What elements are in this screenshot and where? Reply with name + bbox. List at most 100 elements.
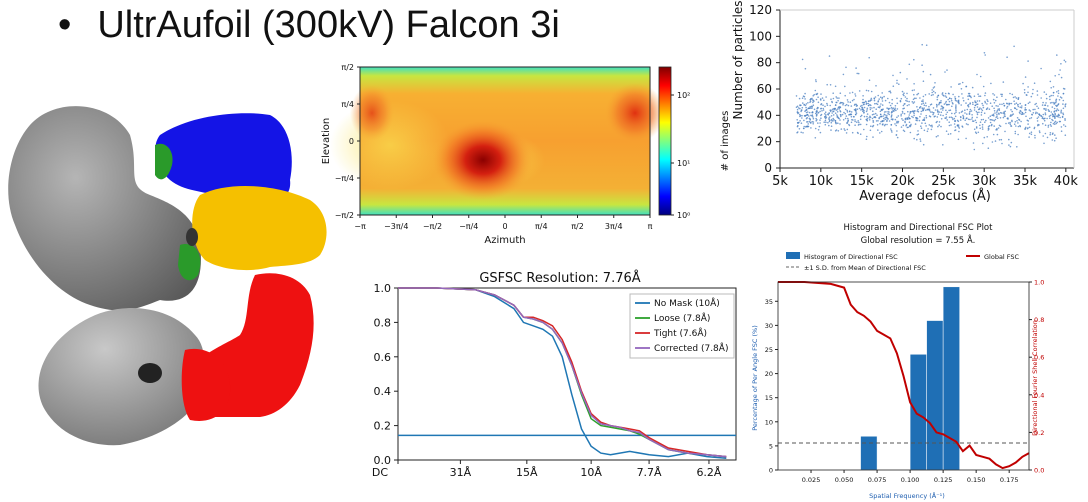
scatter-point xyxy=(821,97,824,99)
scatter-point xyxy=(1062,99,1065,102)
heatmap-x-tick-label: −π/4 xyxy=(459,222,478,231)
gsfsc-series-line xyxy=(398,287,727,458)
scatter-point xyxy=(983,136,986,139)
gsfsc-y-tick-label: 0.2 xyxy=(374,420,392,433)
scatter-point xyxy=(890,129,893,132)
scatter-point xyxy=(960,104,962,106)
scatter-point xyxy=(976,103,979,105)
scatter-point xyxy=(997,108,999,110)
scatter-point xyxy=(968,92,971,95)
scatter-point xyxy=(1050,94,1052,97)
scatter-point xyxy=(866,117,869,120)
scatter-point xyxy=(1000,93,1002,96)
scatter-point xyxy=(820,107,822,110)
scatter-point xyxy=(862,103,865,106)
scatter-point xyxy=(1027,102,1030,105)
scatter-point xyxy=(842,73,845,76)
scatter-point xyxy=(803,127,805,130)
scatter-point xyxy=(1027,91,1029,94)
scatter-point xyxy=(985,108,988,111)
scatter-point xyxy=(810,107,812,109)
scatter-point xyxy=(876,103,879,106)
scatter-point xyxy=(878,98,880,100)
scatter-point xyxy=(957,138,960,141)
scatter-point xyxy=(879,96,882,98)
scatter-point xyxy=(968,94,971,97)
scatter-point xyxy=(958,130,960,133)
scatter-point xyxy=(900,97,903,100)
scatter-point xyxy=(967,123,969,126)
scatter-point xyxy=(938,124,940,126)
scatter-point xyxy=(1025,115,1027,118)
scatter-x-tick-label: 20k xyxy=(890,174,915,189)
scatter-point xyxy=(1027,86,1029,88)
scatter-point xyxy=(899,71,902,74)
scatter-point xyxy=(841,113,844,116)
scatter-point xyxy=(1015,97,1018,99)
scatter-point xyxy=(1023,113,1025,115)
scatter-point xyxy=(917,110,920,113)
scatter-point xyxy=(955,100,958,102)
scatter-point xyxy=(957,126,960,128)
scatter-point xyxy=(1009,123,1012,125)
scatter-point xyxy=(1022,82,1024,85)
scatter-point xyxy=(922,102,925,105)
dfsc-y2-tick-label: 0.4 xyxy=(1034,391,1044,399)
scatter-point xyxy=(804,98,806,100)
scatter-point xyxy=(833,108,836,110)
scatter-point xyxy=(994,99,997,102)
dfsc-y-tick-label: 25 xyxy=(765,346,773,354)
scatter-point xyxy=(1044,104,1046,106)
scatter-point xyxy=(1045,93,1048,96)
scatter-point xyxy=(799,104,801,106)
scatter-point xyxy=(878,106,881,109)
scatter-point xyxy=(936,98,939,101)
scatter-point xyxy=(820,114,822,117)
scatter-point xyxy=(928,108,931,111)
scatter-point xyxy=(923,117,926,119)
scatter-point xyxy=(977,93,979,95)
scatter-point xyxy=(857,72,860,75)
density-map-icon xyxy=(8,106,327,446)
scatter-point xyxy=(1060,97,1063,99)
scatter-point xyxy=(1015,125,1017,127)
scatter-point xyxy=(1008,138,1010,141)
scatter-point xyxy=(913,112,915,115)
scatter-point xyxy=(1062,103,1064,105)
scatter-point xyxy=(855,111,857,113)
scatter-point xyxy=(879,122,881,125)
dfsc-y-tick-label: 35 xyxy=(765,298,773,306)
scatter-point xyxy=(969,102,971,104)
scatter-point xyxy=(1042,113,1045,116)
scatter-point xyxy=(919,138,921,140)
scatter-point xyxy=(954,119,956,122)
scatter-point xyxy=(1047,105,1049,107)
scatter-point xyxy=(849,92,851,94)
scatter-point xyxy=(982,104,984,107)
scatter-point xyxy=(919,105,922,108)
scatter-point xyxy=(995,105,997,107)
scatter-point xyxy=(889,104,892,107)
scatter-point xyxy=(974,100,976,102)
scatter-point xyxy=(912,111,915,113)
scatter-point xyxy=(1011,114,1014,116)
scatter-point xyxy=(803,125,805,128)
heatmap-y-tick-label: −π/4 xyxy=(335,174,354,183)
scatter-point xyxy=(797,107,800,109)
scatter-point xyxy=(980,111,983,114)
scatter-point xyxy=(945,130,948,132)
heatmap-x-tick-label: π/4 xyxy=(535,222,548,231)
scatter-point xyxy=(919,107,921,109)
scatter-point xyxy=(830,129,832,131)
scatter-point xyxy=(967,104,970,106)
scatter-point xyxy=(916,134,918,136)
scatter-point xyxy=(908,121,911,123)
scatter-point xyxy=(995,116,997,119)
scatter-point xyxy=(1004,110,1006,113)
scatter-point xyxy=(866,115,868,118)
scatter-point xyxy=(982,106,985,109)
scatter-point xyxy=(879,105,881,107)
scatter-point xyxy=(842,102,845,105)
scatter-point xyxy=(922,109,924,112)
scatter-point xyxy=(991,141,994,143)
